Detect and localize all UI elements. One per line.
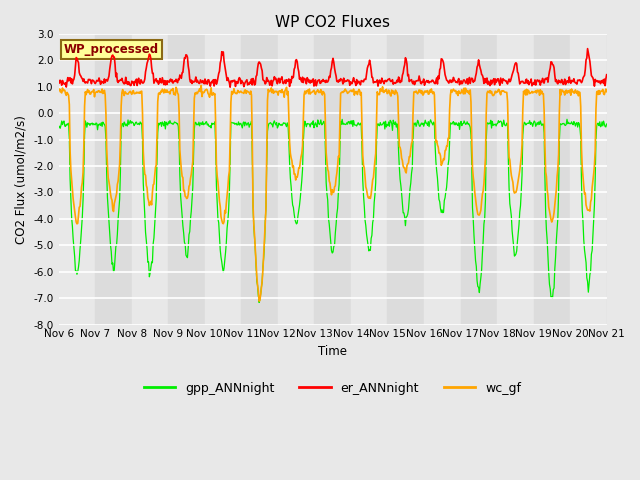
wc_gf — [55, 89, 63, 95]
Bar — [461, 34, 497, 324]
wc_gf — [65, 92, 72, 98]
gpp_ANNnight — [416, 123, 424, 129]
er_ANNnight — [55, 78, 63, 84]
er_ANNnight — [400, 65, 408, 71]
gpp_ANNnight — [55, 123, 63, 129]
er_ANNnight — [177, 73, 184, 79]
Line: er_ANNnight: er_ANNnight — [59, 48, 607, 87]
wc_gf — [255, 298, 263, 304]
gpp_ANNnight — [255, 300, 263, 305]
Y-axis label: CO2 Flux (umol/m2/s): CO2 Flux (umol/m2/s) — [15, 115, 28, 244]
gpp_ANNnight — [65, 120, 72, 126]
Legend: gpp_ANNnight, er_ANNnight, wc_gf: gpp_ANNnight, er_ANNnight, wc_gf — [139, 377, 527, 400]
Bar — [132, 34, 168, 324]
wc_gf — [121, 89, 129, 95]
gpp_ANNnight — [121, 121, 129, 127]
Bar — [241, 34, 278, 324]
Bar — [314, 34, 351, 324]
gpp_ANNnight — [563, 117, 571, 122]
X-axis label: Time: Time — [318, 345, 347, 358]
Bar — [168, 34, 205, 324]
er_ANNnight — [205, 80, 213, 86]
Bar — [534, 34, 570, 324]
wc_gf — [401, 165, 408, 170]
Bar — [95, 34, 132, 324]
Line: gpp_ANNnight: gpp_ANNnight — [59, 120, 607, 302]
er_ANNnight — [121, 80, 129, 86]
Bar — [424, 34, 461, 324]
Bar — [387, 34, 424, 324]
gpp_ANNnight — [205, 124, 213, 130]
er_ANNnight — [65, 78, 72, 84]
er_ANNnight — [416, 77, 424, 83]
er_ANNnight — [227, 84, 234, 90]
wc_gf — [177, 158, 184, 164]
Line: wc_gf: wc_gf — [59, 85, 607, 301]
Bar — [278, 34, 314, 324]
wc_gf — [417, 87, 424, 93]
Bar — [351, 34, 387, 324]
wc_gf — [207, 89, 214, 95]
Bar — [59, 34, 95, 324]
gpp_ANNnight — [177, 193, 184, 199]
Bar — [570, 34, 607, 324]
Bar — [497, 34, 534, 324]
gpp_ANNnight — [603, 121, 611, 127]
wc_gf — [603, 89, 611, 95]
gpp_ANNnight — [400, 210, 408, 216]
Bar — [607, 34, 640, 324]
er_ANNnight — [603, 72, 611, 78]
er_ANNnight — [584, 46, 591, 51]
Title: WP CO2 Fluxes: WP CO2 Fluxes — [275, 15, 390, 30]
wc_gf — [197, 83, 205, 88]
Bar — [205, 34, 241, 324]
Text: WP_processed: WP_processed — [64, 43, 159, 56]
